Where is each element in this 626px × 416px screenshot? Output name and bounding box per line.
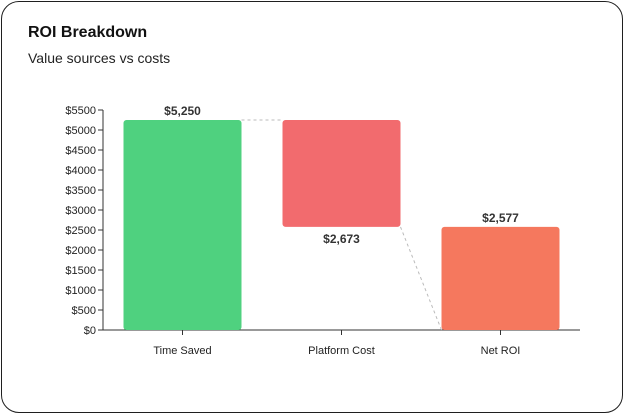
x-tick-label: Net ROI [481, 345, 521, 357]
data-label: $5,250 [164, 104, 201, 118]
y-tick-label: $5000 [65, 125, 96, 137]
y-tick-label: $3000 [65, 205, 96, 217]
y-tick-label: $5500 [65, 105, 96, 117]
bar-net-roi [441, 226, 560, 330]
y-tick-label: $0 [84, 325, 96, 337]
y-tick-label: $3500 [65, 185, 96, 197]
data-label: $2,673 [323, 232, 360, 246]
connector-line [400, 226, 442, 331]
y-tick-label: $2000 [65, 245, 96, 257]
x-tick-label: Time Saved [153, 345, 211, 357]
y-tick-label: $1000 [65, 285, 96, 297]
bar-platform-cost [282, 120, 401, 227]
bar-time-saved [123, 120, 242, 330]
y-tick-label: $1500 [65, 265, 96, 277]
chart-title: ROI Breakdown [28, 24, 148, 41]
x-tick-label: Platform Cost [308, 345, 375, 357]
y-tick-label: $4500 [65, 145, 96, 157]
y-tick-label: $500 [72, 305, 96, 317]
data-label: $2,577 [482, 211, 519, 225]
chart-subtitle: Value sources vs costs [28, 50, 171, 66]
y-tick-label: $2500 [65, 225, 96, 237]
y-tick-label: $4000 [65, 165, 96, 177]
